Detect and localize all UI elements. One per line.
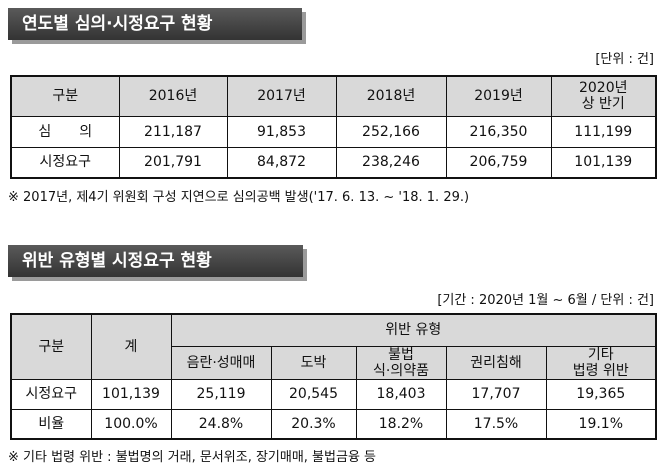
header-cell: 계 [90,313,172,380]
text-line: 권리침해 [470,354,522,371]
cell: 101,139 [550,146,657,179]
header-row: 구분 2016년 2017년 2018년 2019년 2020년 상 반기 [10,75,657,117]
note: ※ 2017년, 제4기 위원회 구성 지연으로 심의공백 발생('17. 6.… [8,190,470,205]
cell: 101,139 [90,378,172,410]
cell: 238,246 [335,146,447,179]
cell: 비율 [10,408,92,440]
cell: 심 의 [10,115,120,148]
cell: 19.1% [545,408,657,440]
header-cell: 2020년 상 반기 [550,75,657,117]
text-line: 기타 [587,346,614,363]
cell: 24.8% [170,408,272,440]
text-line: 상 반기 [581,96,625,113]
cell: 20.3% [270,408,357,440]
header-cell: 위반 유형 [170,313,657,347]
table: 구분 2016년 2017년 2018년 2019년 2020년 상 반기 심 의 211,18… [10,75,657,179]
cell: 211,187 [118,115,228,148]
text-line: 2017년 [257,88,306,105]
cell: 시정요구 [10,378,92,410]
cell: 252,166 [335,115,447,148]
cell: 17.5% [445,408,547,440]
header-row: 음란·성매매 도박 불법 식·의약품 권리침해 기타 법령 위반 [11,345,657,380]
cell: 17,707 [445,378,547,410]
cell: 100.0% [90,408,172,440]
table: 구분 계 위반 유형 음란·성매매 도박 불법 식·의약품 권리침해 기타 법령 위반 시정요구 10… [10,313,658,440]
text-line: 도박 [300,354,327,371]
row: 시정요구 101,139 25,119 20,545 18,403 17,707 19,36… [10,378,657,410]
header-cell: 기타 법령 위반 [545,345,657,380]
row: 심 의 211,187 91,853 252,166 216,350 111,199 [10,115,657,148]
header-cell: 2019년 [445,75,552,117]
header-cell: 2018년 [335,75,447,117]
text-line: 2019년 [474,88,523,105]
note: ※ 기타 법령 위반 : 불법명의 거래, 문서위조, 장기매매, 불법금융 등 [8,450,376,465]
header-cell: 음란·성매매 [170,345,272,380]
header-cell: 2017년 [226,75,337,117]
cell: 91,853 [226,115,337,148]
text-line: 법령 위반 [572,362,629,379]
text-line: 구분 [52,88,79,105]
header-cell: 구분 [10,75,120,117]
header-cell: 구분 [10,313,92,380]
row: 시정요구 201,791 84,872 238,246 206,759 101,139 [10,146,657,179]
text-line: 음란·성매매 [186,354,256,371]
cell: 18.2% [355,408,447,440]
cell: 18,403 [355,378,447,410]
text-line: 2016년 [148,88,198,105]
cell: 201,791 [118,146,228,179]
header-row: 구분 계 위반 유형 [10,313,657,380]
text-line: 불법 [388,346,414,363]
header-cell: 도박 [270,345,357,380]
cell: 19,365 [545,378,657,410]
cell: 20,545 [270,378,357,410]
header-cell: 권리침해 [445,345,547,380]
cell: 111,199 [550,115,657,148]
unit-label: [단위 : 건] [595,52,654,67]
row: 비율 100.0% 24.8% 20.3% 18.2% 17.5% 19.1% [10,408,657,440]
unit-label: [기간 : 2020년 1월 ~ 6월 / 단위 : 건] [437,293,654,308]
header-cell: 2016년 [118,75,228,117]
text-line: 2018년 [366,88,416,105]
text-line: 2020년 [578,80,628,97]
cell: 25,119 [170,378,272,410]
cell: 206,759 [445,146,552,179]
text-line: 식·의약품 [373,362,429,379]
header-cell: 불법 식·의약품 [355,345,447,380]
cell: 시정요구 [10,146,120,179]
cell: 216,350 [445,115,552,148]
cell: 84,872 [226,146,337,179]
section-title: 위반 유형별 시정요구 현황 [8,245,303,277]
section-title: 연도별 심의·시정요구 현황 [8,8,302,40]
